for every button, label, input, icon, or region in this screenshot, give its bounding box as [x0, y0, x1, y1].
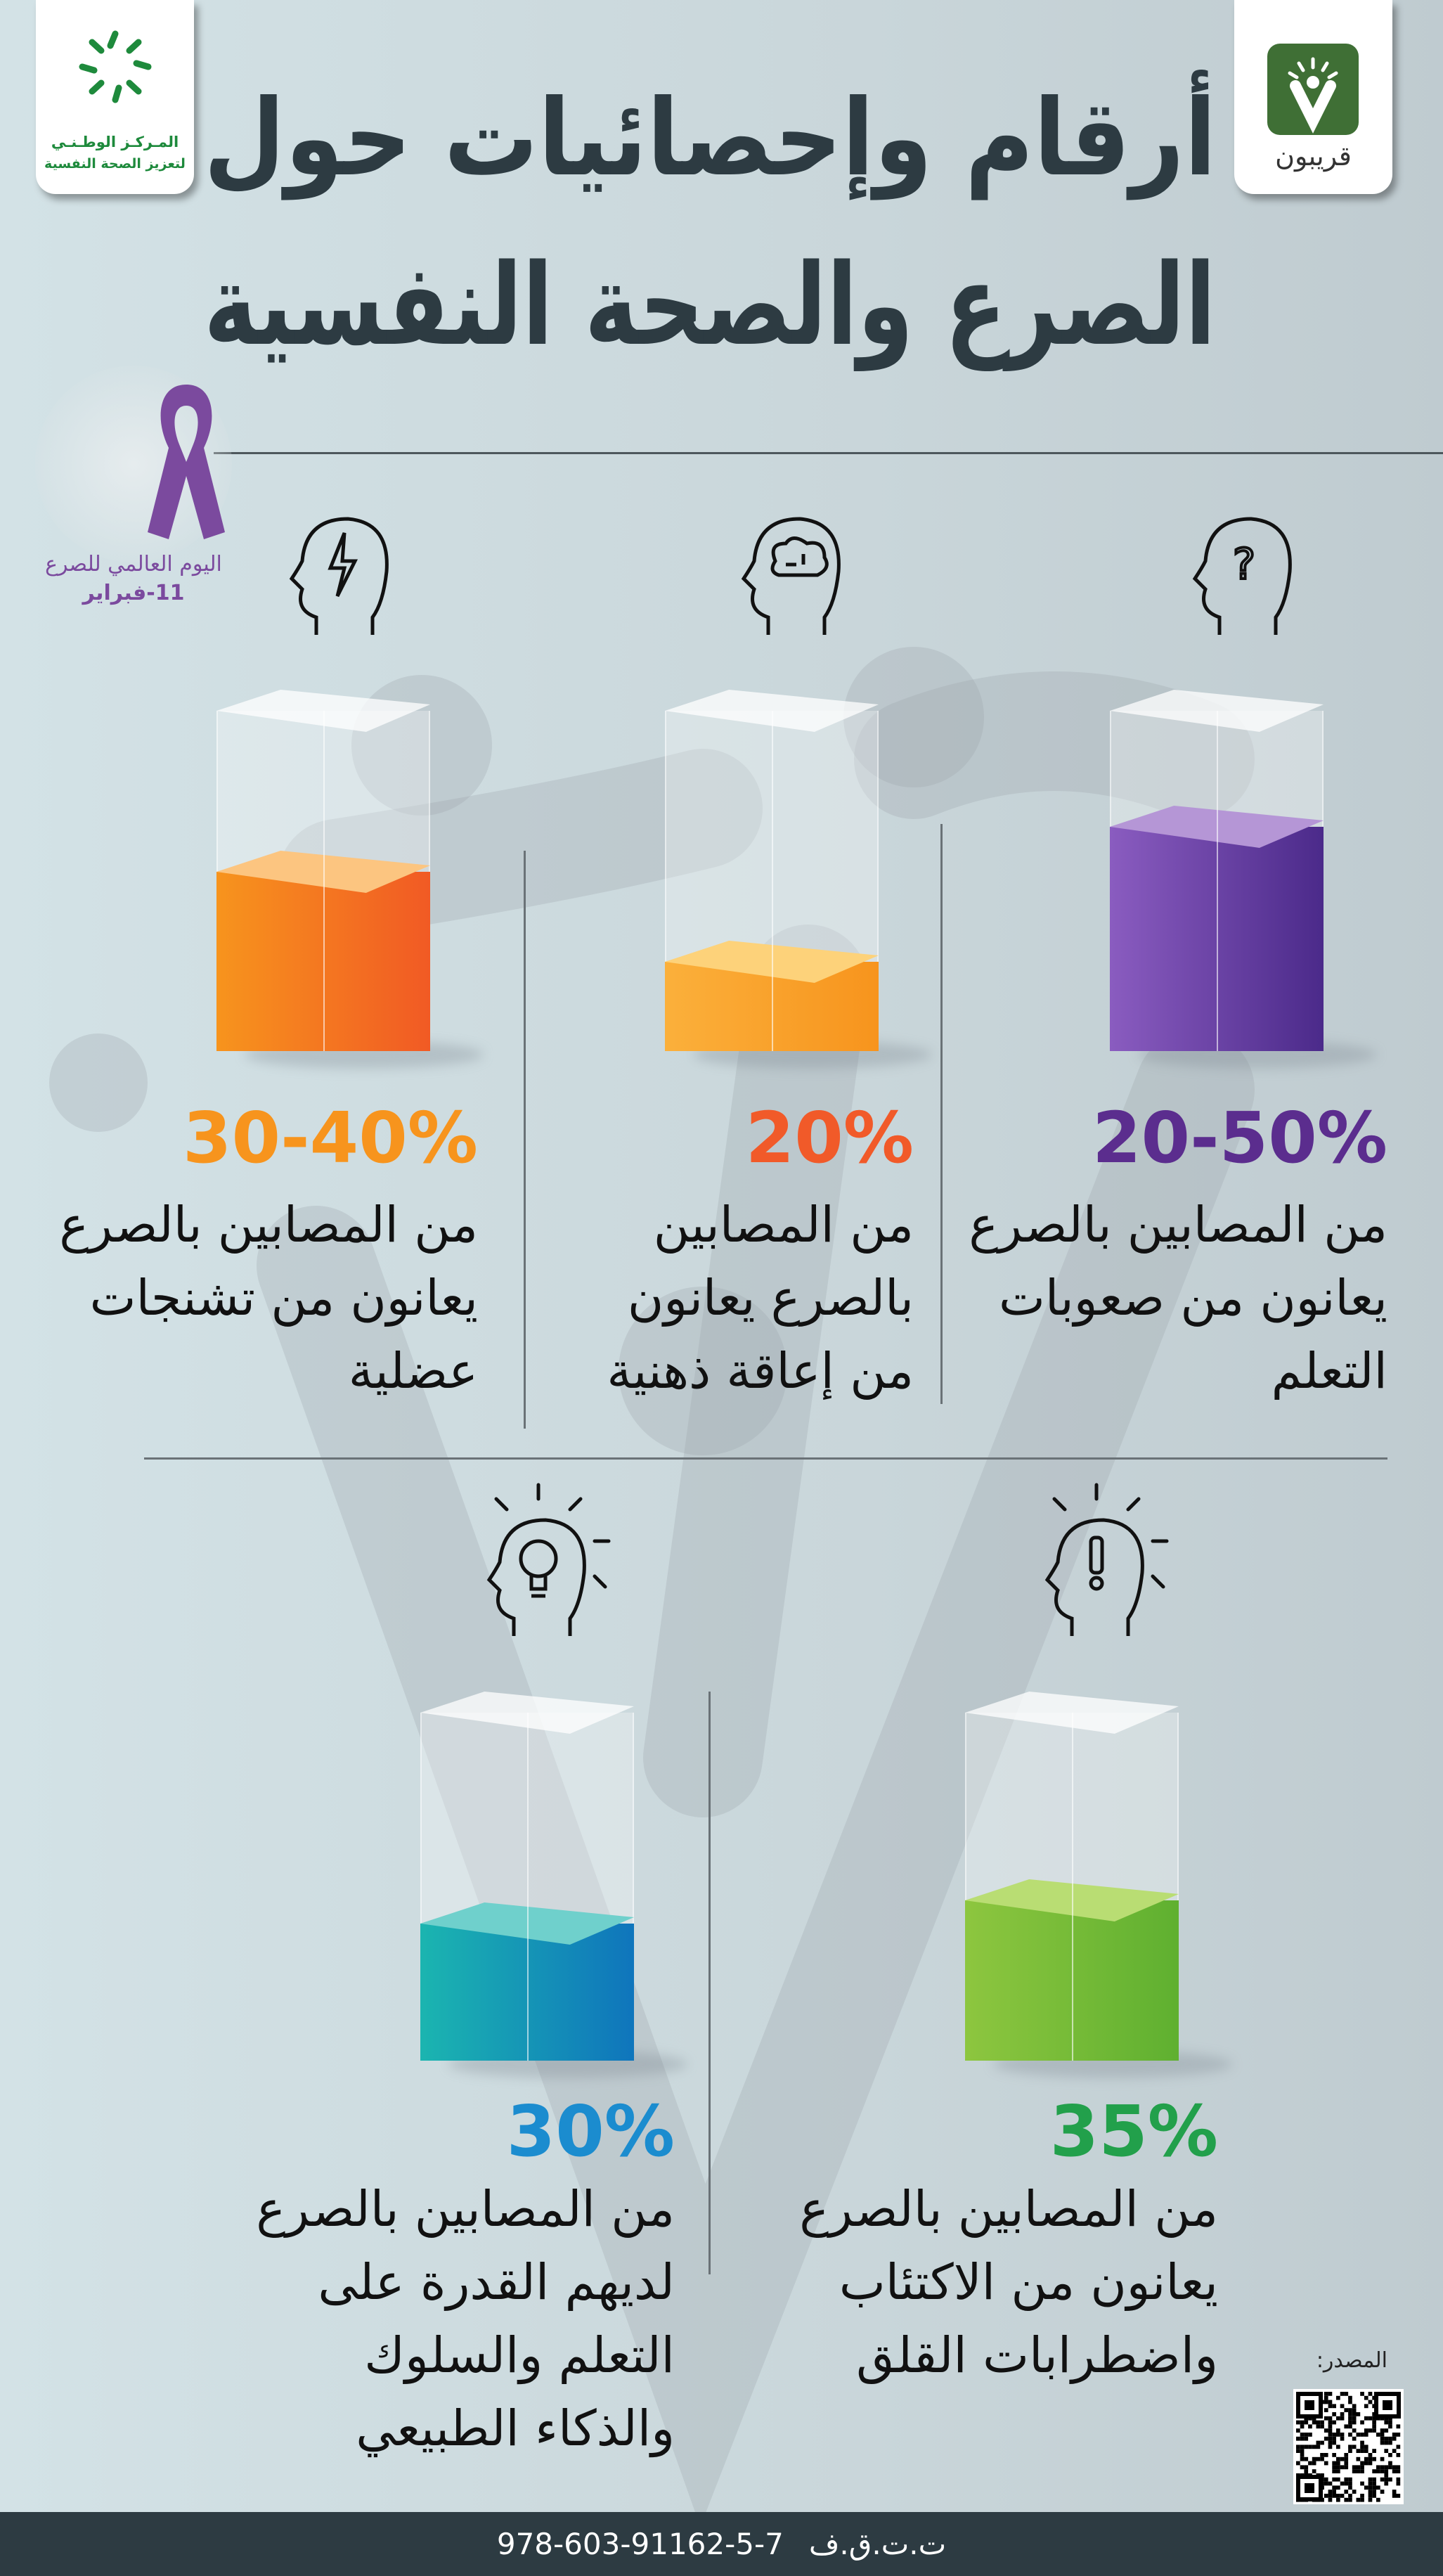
- stat-description-line: يعانون من صعوبات: [959, 1261, 1387, 1334]
- purple-ribbon-icon: [148, 385, 225, 539]
- left-logo-line1: المـركـز الوطـنـي: [43, 134, 187, 150]
- stat-description-line: من المصابين بالصرع: [42, 2172, 675, 2246]
- footer-label: ت.ت.ق.ف: [808, 2527, 947, 2561]
- svg-text:?: ?: [1233, 540, 1255, 589]
- column-divider: [708, 1692, 711, 2274]
- stat-description-text: يعانون من تشنجات: [89, 1269, 478, 1327]
- awareness-day-label: اليوم العالمي للصرع: [21, 552, 246, 577]
- head-exclamation-icon: [1044, 1483, 1169, 1636]
- stat-description-line: من المصابين بالصرع: [959, 1188, 1387, 1261]
- stat-description-line: التعلم: [959, 1334, 1387, 1408]
- stat-description-text: واضطرابات القلق: [856, 2326, 1218, 2384]
- qaribon-label: قريبون: [1275, 141, 1352, 172]
- stat-description-line: من المصابين: [541, 1188, 914, 1261]
- stat-description-text: من المصابين بالصرع: [59, 1196, 478, 1254]
- watermark-logo: [49, 647, 1255, 2527]
- header-divider: [214, 452, 1443, 454]
- left-logo-line1-text: المـركـز الوطـنـي: [51, 134, 179, 150]
- stat-percent-text: 35%: [1049, 2090, 1218, 2172]
- stat-description-text: بالصرع يعانون: [627, 1269, 914, 1327]
- stat-description-line: والذكاء الطبيعي: [42, 2392, 675, 2465]
- head-question-icon: ?: [1192, 517, 1292, 635]
- footer-bar: 978-603-91162-5-7 ت.ت.ق.ف: [0, 2512, 1443, 2576]
- stat-description-text: لديهم القدرة على: [318, 2253, 675, 2311]
- stat-description-line: من المصابين بالصرع: [726, 2172, 1218, 2246]
- qaribon-logo-card: قريبون: [1234, 0, 1392, 194]
- progress-prism: [1110, 690, 1324, 1051]
- qr-code-icon[interactable]: [1293, 2389, 1404, 2504]
- head-lightbulb-icon: [486, 1483, 611, 1636]
- column-divider: [940, 824, 943, 1404]
- footer-isbn: 978-603-91162-5-7: [496, 2527, 784, 2561]
- stat-percent: 30-40%: [28, 1097, 478, 1179]
- stat-description-text: من إعاقة ذهنية: [607, 1342, 914, 1400]
- stat-percent: 35%: [726, 2090, 1218, 2172]
- stat-percent-text: 30-40%: [182, 1097, 478, 1179]
- stat-description-line: من إعاقة ذهنية: [541, 1334, 914, 1408]
- stat-percent-text: 30%: [506, 2090, 675, 2172]
- head-brain-icon: [741, 517, 841, 635]
- stat-description-line: لديهم القدرة على: [42, 2246, 675, 2319]
- stat-description-line: واضطرابات القلق: [726, 2319, 1218, 2392]
- stat-description-line: عضلية: [28, 1334, 478, 1408]
- star-ring-logo-icon: [79, 30, 152, 103]
- left-logo-line2: لتعزيز الصحة النفسية: [43, 156, 187, 172]
- stat-description-text: من المصابين: [653, 1196, 914, 1254]
- stat-description-text: يعانون من صعوبات: [999, 1269, 1387, 1327]
- stat-description-text: عضلية: [348, 1342, 478, 1400]
- stat-percent: 20-50%: [959, 1097, 1387, 1179]
- stat-percent-text: 20-50%: [1092, 1097, 1387, 1179]
- awareness-date: 11-فبراير: [82, 581, 185, 605]
- stat-description-text: التعلم: [1271, 1342, 1387, 1400]
- left-logo-line2-text: لتعزيز الصحة النفسية: [44, 156, 186, 172]
- stat-description-text: والذكاء الطبيعي: [356, 2400, 675, 2457]
- progress-prism: [665, 690, 879, 1051]
- stat-description-text: يعانون من الاكتئاب: [839, 2253, 1218, 2311]
- stat-description-line: يعانون من الاكتئاب: [726, 2246, 1218, 2319]
- row-divider: [144, 1457, 1387, 1460]
- stat-description-text: من المصابين بالصرع: [969, 1196, 1387, 1254]
- stat-description-text: من المصابين بالصرع: [256, 2180, 675, 2238]
- awareness-day-text: اليوم العالمي للصرع: [45, 552, 222, 577]
- stat-percent: 20%: [541, 1097, 914, 1179]
- progress-prism: [420, 1692, 634, 2061]
- column-divider: [524, 851, 526, 1429]
- national-center-logo-card: المـركـز الوطـنـي لتعزيز الصحة النفسية: [36, 0, 194, 194]
- stat-percent: 30%: [42, 2090, 675, 2172]
- stat-description-line: التعلم والسلوك: [42, 2319, 675, 2392]
- source-label: المصدر:: [1316, 2348, 1387, 2373]
- stat-description-line: من المصابين بالصرع: [28, 1188, 478, 1261]
- stat-description-line: يعانون من تشنجات: [28, 1261, 478, 1334]
- page-title-line1: أرقام وإحصائيات حول: [203, 77, 1217, 200]
- stat-description-line: بالصرع يعانون: [541, 1261, 914, 1334]
- stat-description-text: من المصابين بالصرع: [799, 2180, 1218, 2238]
- stat-percent-text: 20%: [745, 1097, 914, 1179]
- page-title-line1-text: أرقام وإحصائيات حول: [203, 77, 1217, 200]
- progress-prism: [965, 1692, 1179, 2061]
- qaribon-logo-icon: [1267, 44, 1359, 135]
- page-title-line2: الصرع والصحة النفسية: [204, 239, 1216, 371]
- progress-prism: [216, 690, 430, 1051]
- stat-description-text: التعلم والسلوك: [364, 2326, 675, 2384]
- page-title-line2-text: الصرع والصحة النفسية: [203, 239, 1216, 371]
- head-lightning-icon: [289, 517, 389, 635]
